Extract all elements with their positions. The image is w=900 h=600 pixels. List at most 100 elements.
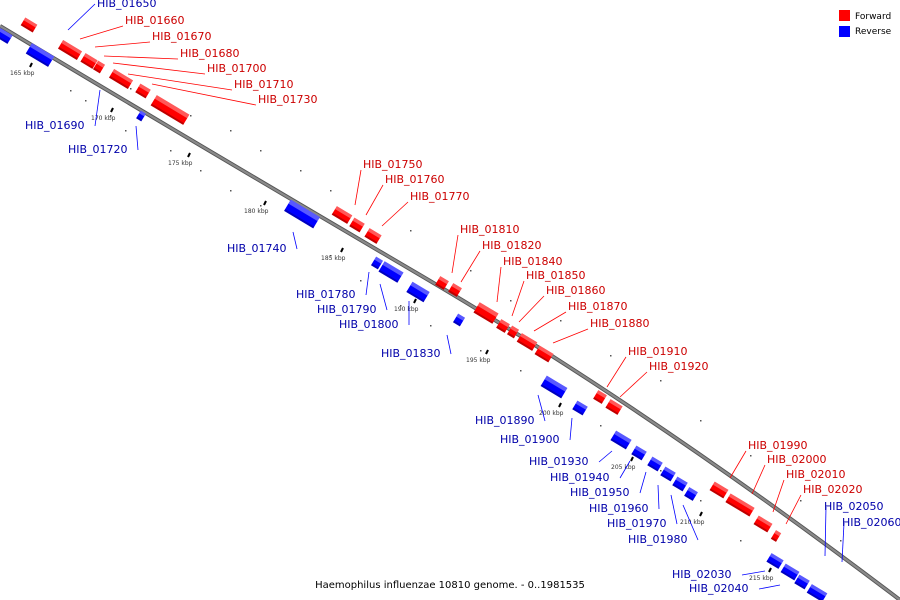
forward-gene-block-highlight xyxy=(61,40,83,55)
forward-gene-block xyxy=(725,493,755,517)
reverse-gene-leader xyxy=(741,570,766,576)
scale-tick-label: 165 kbp xyxy=(10,70,35,77)
reverse-gene-block xyxy=(794,574,810,590)
reverse-gene-block-highlight xyxy=(675,476,688,486)
track-dot xyxy=(600,425,602,427)
reverse-gene-block-shadow xyxy=(0,34,9,44)
reverse-gene-block-highlight xyxy=(650,456,663,466)
forward-gene-block xyxy=(135,83,151,99)
forward-gene-block xyxy=(57,40,83,60)
reverse-gene-label: HIB_01740 xyxy=(227,242,287,255)
forward-gene-block-face xyxy=(473,302,499,324)
forward-gene-leader xyxy=(785,494,802,525)
forward-gene-block-highlight xyxy=(112,69,134,84)
forward-gene-block xyxy=(80,53,98,69)
track-dot xyxy=(610,355,612,357)
reverse-gene-block-shadow xyxy=(610,438,627,450)
reverse-gene-leader xyxy=(639,471,647,494)
forward-gene-leader xyxy=(460,250,481,283)
track-dot xyxy=(520,370,522,372)
track-dot xyxy=(260,205,262,207)
forward-gene-block-face xyxy=(20,17,38,33)
scale-tick xyxy=(263,200,267,206)
forward-gene-leader xyxy=(518,295,545,323)
reverse-gene-block-face xyxy=(684,487,698,501)
reverse-gene-block-highlight xyxy=(810,584,828,597)
reverse-gene-block-shadow xyxy=(378,269,399,283)
reverse-gene-leader xyxy=(682,504,699,541)
track-dot xyxy=(260,150,262,152)
scale-tick-label: 210 kbp xyxy=(680,519,705,526)
reverse-gene-block xyxy=(370,256,384,270)
scale-tick-label: 200 kbp xyxy=(539,410,564,417)
forward-gene-block-highlight xyxy=(499,319,510,328)
track-dot xyxy=(110,115,112,117)
forward-gene-label: HIB_01860 xyxy=(546,284,606,297)
forward-gene-block-face xyxy=(753,515,773,533)
forward-gene-label: HIB_01810 xyxy=(460,223,520,236)
backbone-dots xyxy=(70,88,842,562)
forward-gene-label: HIB_01990 xyxy=(748,439,808,452)
forward-gene-leader xyxy=(365,184,384,216)
forward-gene-block xyxy=(331,206,353,224)
forward-gene-block-shadow xyxy=(108,75,129,89)
forward-gene-block-highlight xyxy=(138,83,151,93)
reverse-gene-block-face xyxy=(672,476,688,492)
reverse-gene-block xyxy=(610,430,632,450)
forward-gene-label: HIB_01910 xyxy=(628,345,688,358)
forward-gene-block-highlight xyxy=(83,53,98,64)
forward-gene-leader xyxy=(127,73,233,91)
forward-gene-label: HIB_01700 xyxy=(207,62,267,75)
forward-gene-block-highlight xyxy=(537,345,554,357)
forward-gene-label: HIB_01660 xyxy=(125,14,185,27)
label-leaders xyxy=(67,3,845,590)
forward-gene-block-face xyxy=(92,60,106,74)
reverse-gene-block xyxy=(572,400,588,416)
reverse-gene-leader xyxy=(841,522,845,563)
track-dot xyxy=(330,255,332,257)
forward-gene-block-highlight xyxy=(352,217,365,227)
reverse-gene-block-shadow xyxy=(631,452,643,461)
forward-gene-leader xyxy=(751,464,766,495)
forward-gene-block-highlight xyxy=(756,515,773,527)
forward-gene-block xyxy=(473,302,499,324)
forward-gene-block-shadow xyxy=(496,325,506,333)
scale-tick xyxy=(630,456,634,462)
track-dot xyxy=(200,170,202,172)
scale-tick xyxy=(110,107,114,113)
track-dot xyxy=(660,470,662,472)
reverse-gene-block xyxy=(452,313,466,327)
reverse-gene-block-shadow xyxy=(794,581,806,590)
reverse-gene-block-face xyxy=(647,456,663,472)
reverse-gene-leader xyxy=(824,506,827,557)
forward-gene-block-shadow xyxy=(150,103,185,125)
reverse-gene-leader xyxy=(598,450,613,463)
forward-gene-block-shadow xyxy=(709,488,725,499)
reverse-gene-block xyxy=(284,199,320,229)
reverse-gene-block-highlight xyxy=(797,574,810,584)
track-dot xyxy=(700,500,702,502)
forward-gene-block-face xyxy=(331,206,353,224)
forward-gene-block-shadow xyxy=(80,59,94,69)
reverse-gene-block xyxy=(25,43,55,67)
reverse-gene-block-face xyxy=(660,466,676,482)
forward-gene-block-face xyxy=(506,325,520,339)
forward-gene-block xyxy=(516,333,538,351)
forward-gene-block xyxy=(753,515,773,533)
reverse-gene-label: HIB_01800 xyxy=(339,318,399,331)
forward-gene-block xyxy=(496,319,510,333)
track-dot xyxy=(300,170,302,172)
gene-labels: HIB_01660 HIB_01670 HIB_01680 HIB_01700 HIB_… xyxy=(25,0,900,595)
track-dot xyxy=(410,230,412,232)
reverse-gene-label: HIB_01890 xyxy=(475,414,535,427)
scale-tick xyxy=(768,567,772,573)
reverse-gene-block xyxy=(660,466,676,482)
reverse-gene-block-shadow xyxy=(660,473,672,482)
scale-tick-label: 190 kbp xyxy=(394,306,419,313)
scale-tick xyxy=(29,62,33,68)
forward-gene-block-shadow xyxy=(435,282,445,290)
reverse-gene-block-face xyxy=(378,261,404,283)
scale-ticks: 165 kbp 170 kbp 175 kbp 180 kbp 185 kbp 190 k… xyxy=(10,62,774,582)
reverse-gene-leader xyxy=(446,334,452,355)
forward-gene-block-shadow xyxy=(364,234,378,244)
